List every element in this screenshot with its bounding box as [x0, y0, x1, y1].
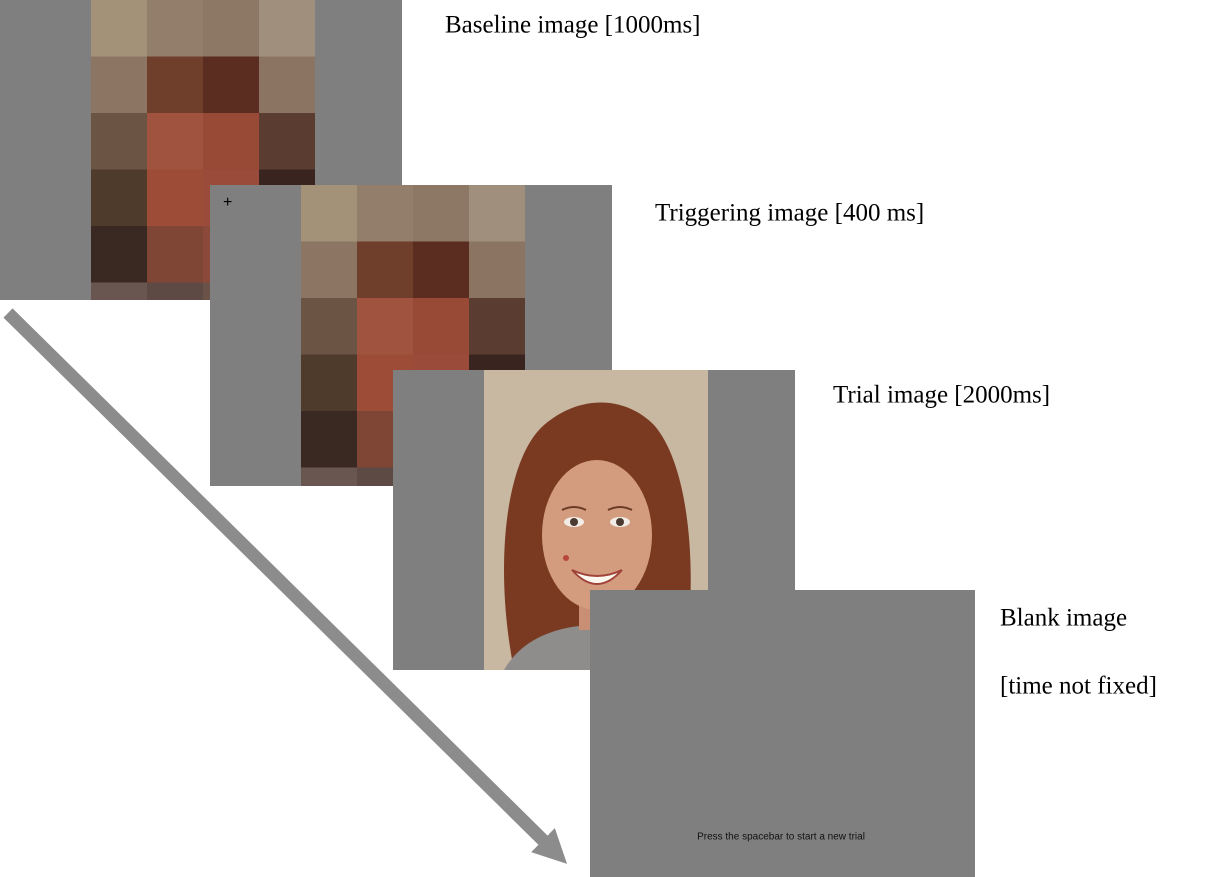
- stage-label: Trial image [2000ms]: [833, 382, 1050, 409]
- pixel-block: [259, 113, 315, 170]
- blank-panel: [590, 590, 975, 877]
- pixel-block: [91, 56, 147, 113]
- stage-label: Triggering image [400 ms]: [655, 200, 924, 227]
- pixel-block: [413, 241, 469, 298]
- pixel-block: [413, 298, 469, 355]
- stage-label: Blank image: [1000, 605, 1127, 632]
- pixel-block: [91, 226, 147, 283]
- pixel-block: [147, 282, 203, 300]
- pixel-block: [469, 241, 525, 298]
- stage-label: Baseline image [1000ms]: [445, 12, 701, 39]
- pixel-block: [301, 354, 357, 411]
- time-arrow: [3, 308, 568, 864]
- pixel-block: [91, 113, 147, 170]
- pixel-block: [301, 185, 357, 242]
- pixel-block: [357, 298, 413, 355]
- pixel-block: [259, 56, 315, 113]
- pixel-block: [91, 0, 147, 57]
- pixel-block: [91, 169, 147, 226]
- instruction-text: Press the spacebar to start a new trial: [697, 832, 865, 843]
- pixel-block: [259, 0, 315, 57]
- pixel-block: [301, 411, 357, 468]
- pixel-block: [147, 169, 203, 226]
- pixel-block: [301, 298, 357, 355]
- pixel-block: [147, 226, 203, 283]
- pixel-block: [91, 282, 147, 300]
- pixel-block: [203, 56, 259, 113]
- pixel-block: [203, 113, 259, 170]
- pixel-block: [147, 0, 203, 57]
- fixation-cross: +: [223, 194, 232, 211]
- pixel-block: [301, 241, 357, 298]
- pixel-block: [147, 56, 203, 113]
- pixel-block: [469, 185, 525, 242]
- pixel-block: [203, 0, 259, 57]
- pixel-block: [301, 467, 357, 486]
- stage-label: [time not fixed]: [1000, 673, 1157, 700]
- pixel-block: [357, 241, 413, 298]
- pixel-block: [469, 298, 525, 355]
- pixel-block: [147, 113, 203, 170]
- pixel-block: [357, 185, 413, 242]
- pixel-block: [413, 185, 469, 242]
